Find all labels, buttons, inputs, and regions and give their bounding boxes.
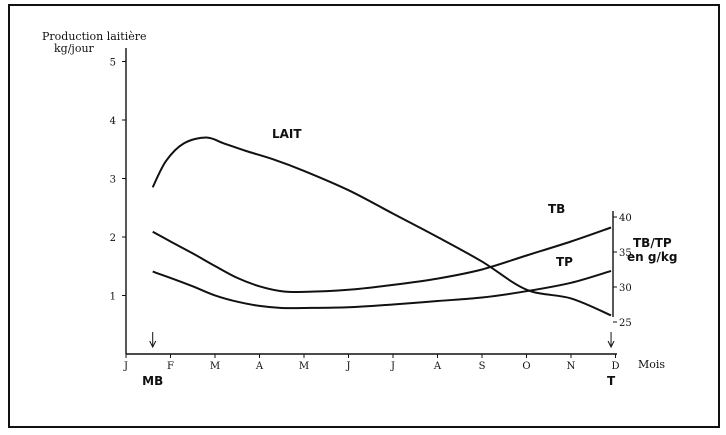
x-tick-label: D — [611, 361, 619, 372]
x-tick-label: O — [522, 361, 530, 372]
series-label-tp: TP — [556, 255, 573, 269]
x-axis-title: Mois — [638, 358, 665, 371]
x-tick-label: A — [433, 361, 442, 372]
annotation-group: MB T — [142, 332, 616, 388]
series-line-lait — [151, 136, 612, 317]
y2-tick-label: 35 — [619, 248, 632, 259]
x-tick-label: N — [567, 361, 576, 372]
series-label-tb: TB — [548, 202, 565, 216]
y2-tick-label: 30 — [619, 283, 632, 294]
y-tick-label: 1 — [110, 292, 116, 303]
lactation-chart: Production laitière kg/jour TB/TP en g/k… — [42, 30, 677, 388]
x-tick-label: S — [479, 361, 486, 372]
y-tick-label: 2 — [110, 233, 116, 244]
series-group: LAIT TB TP — [151, 127, 612, 317]
series-label-lait: LAIT — [272, 127, 302, 141]
annotation-label: T — [607, 374, 616, 388]
y2-axis-title-line2: en g/kg — [627, 250, 677, 264]
y-axis-title-line2: kg/jour — [54, 42, 95, 55]
x-tick-label: J — [390, 361, 395, 372]
x-tick-label: M — [210, 361, 220, 372]
x-tick-label: J — [123, 361, 128, 372]
tick-group: J F M A M J J A S O N D 1 2 3 4 5 25 30 35 40 — [110, 58, 632, 373]
y-tick-label: 5 — [110, 58, 116, 69]
chart-frame: Production laitière kg/jour TB/TP en g/k… — [8, 4, 720, 428]
y-tick-label: 3 — [110, 175, 116, 186]
series-line-tp — [152, 269, 612, 310]
series-line-tb — [152, 226, 612, 294]
y-tick-label: 4 — [110, 116, 116, 127]
y2-tick-label: 40 — [619, 213, 632, 224]
x-tick-label: J — [345, 361, 350, 372]
y2-tick-label: 25 — [619, 318, 632, 329]
annotation-arrow-head — [149, 340, 157, 349]
x-tick-label: F — [167, 361, 174, 372]
x-tick-label: A — [255, 361, 264, 372]
y-axis-title-line1: Production laitière — [42, 30, 147, 43]
annotation-arrow-head — [607, 340, 615, 349]
annotation-label: MB — [142, 374, 163, 388]
y2-axis-title-line1: TB/TP — [633, 236, 672, 250]
x-tick-label: M — [299, 361, 309, 372]
